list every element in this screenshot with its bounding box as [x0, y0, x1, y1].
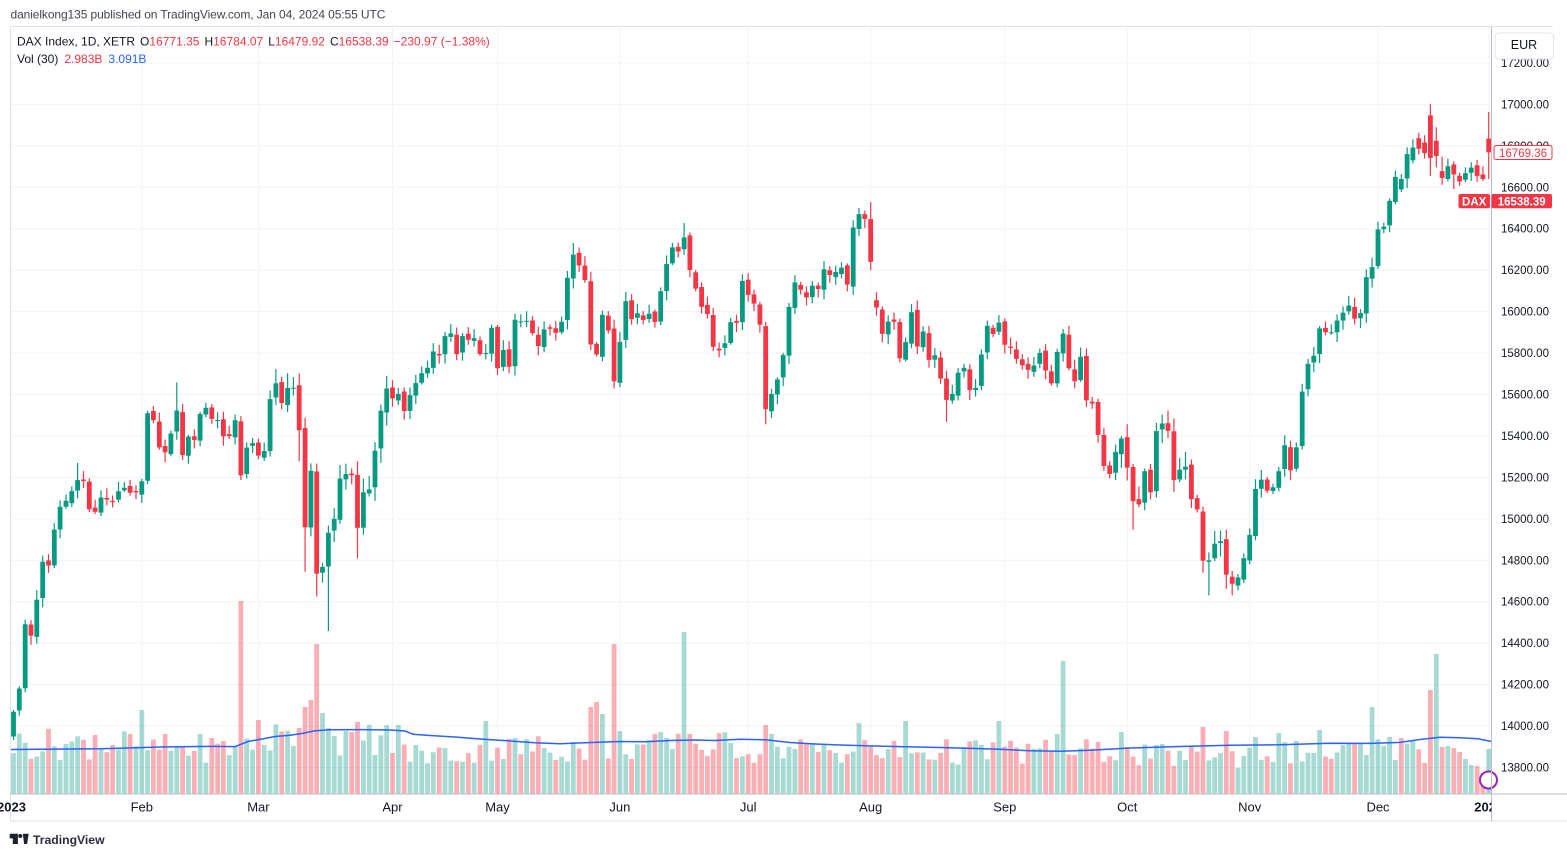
svg-text:Oct: Oct — [1117, 800, 1138, 815]
svg-text:16538.39: 16538.39 — [1498, 196, 1546, 208]
svg-text:Apr: Apr — [382, 800, 403, 815]
svg-text:14600.00: 14600.00 — [1501, 597, 1549, 609]
svg-text:Jul: Jul — [740, 800, 757, 815]
svg-text:Aug: Aug — [859, 800, 882, 815]
svg-text:16000.00: 16000.00 — [1501, 307, 1549, 319]
svg-text:danielkong135 published on Tra: danielkong135 published on TradingView.c… — [11, 8, 386, 22]
svg-text:13800.00: 13800.00 — [1501, 763, 1549, 775]
svg-text:2023: 2023 — [0, 800, 26, 815]
svg-text:14800.00: 14800.00 — [1501, 555, 1549, 567]
svg-text:15000.00: 15000.00 — [1501, 514, 1549, 526]
svg-text:14400.00: 14400.00 — [1501, 638, 1549, 650]
svg-text:Jun: Jun — [609, 800, 630, 815]
svg-text:DAX: DAX — [1462, 196, 1487, 208]
svg-text:15600.00: 15600.00 — [1501, 390, 1549, 402]
svg-text:14000.00: 14000.00 — [1501, 721, 1549, 733]
svg-text:2024: 2024 — [1474, 800, 1504, 815]
svg-text:Nov: Nov — [1238, 800, 1262, 815]
svg-text:16600.00: 16600.00 — [1501, 182, 1549, 194]
svg-text:16769.36: 16769.36 — [1499, 148, 1547, 160]
svg-text:Sep: Sep — [993, 800, 1016, 815]
svg-text:May: May — [485, 800, 510, 815]
svg-text:Mar: Mar — [247, 800, 270, 815]
svg-text:16200.00: 16200.00 — [1501, 265, 1549, 277]
svg-text:15200.00: 15200.00 — [1501, 472, 1549, 484]
svg-text:14200.00: 14200.00 — [1501, 680, 1549, 692]
svg-text:15400.00: 15400.00 — [1501, 431, 1549, 443]
svg-text:16400.00: 16400.00 — [1501, 224, 1549, 236]
svg-text:TradingView: TradingView — [33, 833, 105, 847]
svg-text:17000.00: 17000.00 — [1501, 99, 1549, 111]
svg-text:Feb: Feb — [131, 800, 153, 815]
svg-text:15800.00: 15800.00 — [1501, 348, 1549, 360]
svg-text:17200.00: 17200.00 — [1501, 58, 1549, 70]
svg-text:EUR: EUR — [1511, 38, 1537, 52]
svg-text:Dec: Dec — [1366, 800, 1390, 815]
